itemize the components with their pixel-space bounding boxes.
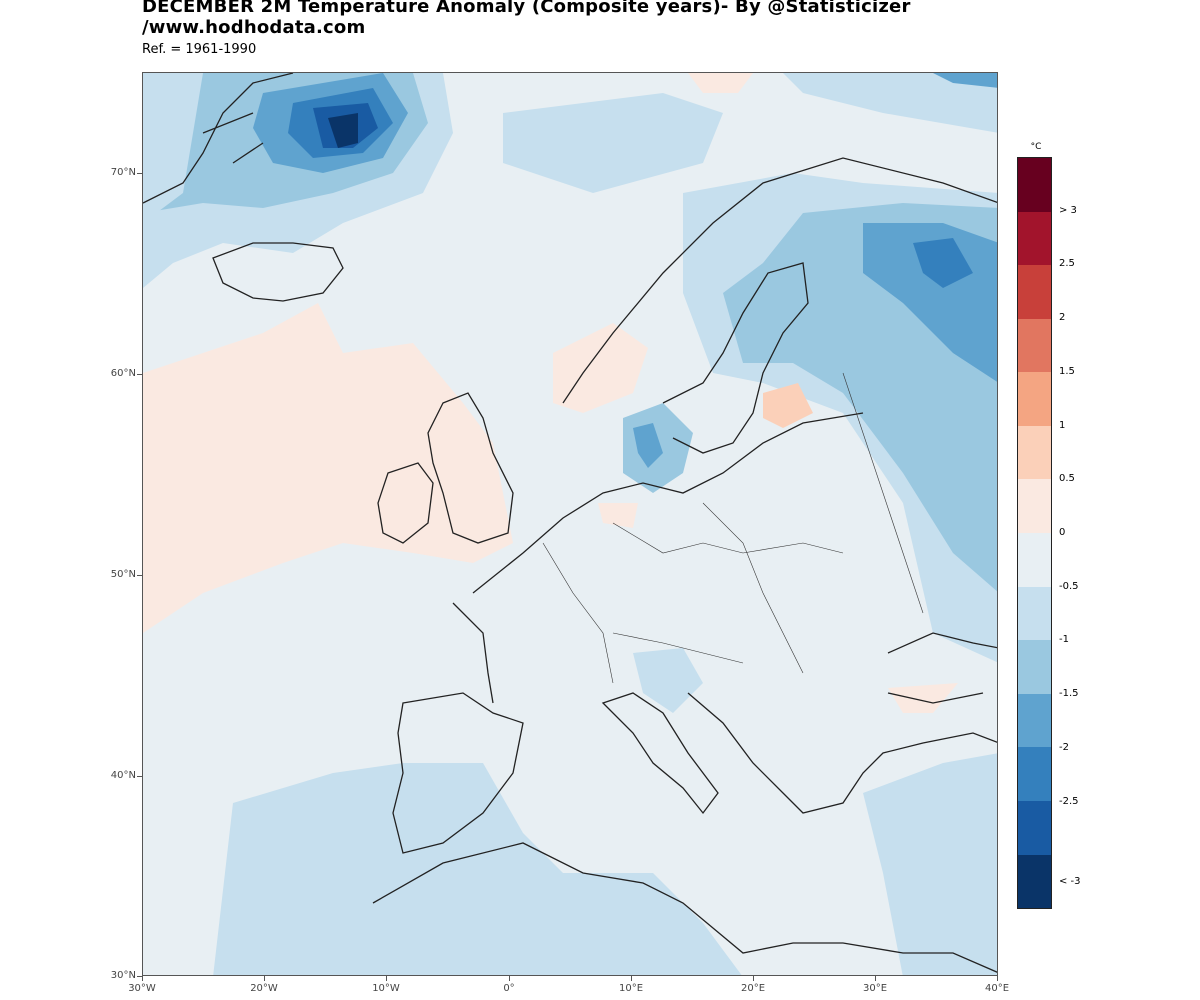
border-central-europe <box>612 522 844 554</box>
legend-label-12: < -3 <box>1059 876 1081 888</box>
atlantic-warm-region <box>143 303 513 633</box>
lat-label-60: 60°N <box>110 368 136 379</box>
lon-tick-10w <box>386 976 387 981</box>
legend-label-4: 1 <box>1059 419 1066 431</box>
legend-label-3: 1.5 <box>1059 365 1075 377</box>
lat-label-30: 30°N <box>110 970 136 981</box>
title-line-2: /www.hodhodata.com <box>142 17 366 38</box>
legend-swatch-5 <box>1018 425 1051 480</box>
arctic-warm-region <box>688 73 753 93</box>
title-line-1: DECEMBER 2M Temperature Anomaly (Composi… <box>142 0 911 17</box>
legend-label-9: -1.5 <box>1059 688 1079 700</box>
black-sea-coast <box>887 632 997 704</box>
turkey-warm-region <box>888 683 958 713</box>
east-med-cold <box>863 753 997 975</box>
lat-tick-70 <box>137 173 142 174</box>
legend-label-8: -1 <box>1059 634 1069 646</box>
greenland-west-cold <box>143 73 203 223</box>
ireland-coast <box>377 462 434 544</box>
legend-swatch-2 <box>1018 265 1051 319</box>
lon-tick-0 <box>509 976 510 981</box>
continent-coast <box>472 412 864 594</box>
color-scale-bar <box>1017 157 1052 909</box>
greenland-cold-core <box>328 113 358 148</box>
lon-label-30e: 30°E <box>862 983 888 994</box>
border-alpine <box>612 632 744 664</box>
lon-label-30w: 30°W <box>128 983 156 994</box>
lat-tick-60 <box>137 374 142 375</box>
kola-cold <box>913 238 973 288</box>
lat-tick-50 <box>137 575 142 576</box>
iberia-cold <box>213 763 742 975</box>
lon-tick-20w <box>264 976 265 981</box>
arctic-north-cold <box>783 73 997 133</box>
greenland-coast <box>143 73 294 204</box>
map-canvas <box>143 73 997 975</box>
border-eastern-europe <box>702 502 804 674</box>
lat-tick-30 <box>137 976 142 977</box>
legend-swatch-7 <box>1018 533 1051 587</box>
legend-swatch-0 <box>1018 158 1051 212</box>
france-coast <box>452 602 494 704</box>
lat-label-40: 40°N <box>110 770 136 781</box>
border-france-germany <box>542 542 614 684</box>
arctic-northeast-cold <box>933 73 997 88</box>
britain-coast <box>427 392 514 544</box>
country-borders <box>542 372 924 684</box>
baltic-warm <box>763 383 813 428</box>
africa-coast <box>372 842 997 973</box>
norway-coast <box>562 157 997 404</box>
legend-label-11: -2.5 <box>1059 795 1079 807</box>
lon-tick-40e <box>997 976 998 981</box>
iberia-coast <box>392 692 524 854</box>
legend-swatch-6 <box>1018 479 1051 534</box>
anomaly-map <box>142 72 998 976</box>
legend-swatch-11 <box>1018 747 1051 801</box>
lon-label-20e: 20°E <box>740 983 766 994</box>
coastlines <box>143 73 997 973</box>
legend-label-10: -2 <box>1059 741 1069 753</box>
barents-cold <box>503 93 723 193</box>
adriatic-cold <box>633 648 703 713</box>
norway-warm-region <box>553 323 648 413</box>
border-russia <box>842 372 924 614</box>
lon-label-40e: 40°E <box>984 983 1010 994</box>
lon-label-20w: 20°W <box>250 983 278 994</box>
legend-label-5: 0.5 <box>1059 473 1075 485</box>
lon-label-10e: 10°E <box>618 983 644 994</box>
denmark-cold-core <box>633 423 663 468</box>
legend-swatch-13 <box>1018 854 1051 909</box>
lon-label-0: 0° <box>503 983 515 994</box>
legend-label-6: 0 <box>1059 527 1066 538</box>
legend-swatch-12 <box>1018 800 1051 855</box>
legend-unit: °C <box>1030 142 1042 152</box>
italy-coast <box>601 692 719 815</box>
netherlands-warm-region <box>598 503 638 528</box>
lon-tick-30w <box>142 976 143 981</box>
legend-swatch-8 <box>1018 586 1051 641</box>
lon-label-10w: 10°W <box>372 983 400 994</box>
lat-tick-40 <box>137 776 142 777</box>
page-title: DECEMBER 2M Temperature Anomaly (Composi… <box>142 0 1142 38</box>
legend-label-7: -0.5 <box>1059 580 1079 592</box>
scandinavia-coast <box>662 262 809 454</box>
iceland-coast <box>212 242 344 302</box>
balkans-coast <box>687 692 997 814</box>
legend-swatch-4 <box>1018 372 1051 426</box>
legend-label-1: 2.5 <box>1059 258 1075 270</box>
lon-tick-30e <box>875 976 876 981</box>
lon-tick-20e <box>753 976 754 981</box>
legend-swatch-10 <box>1018 693 1051 748</box>
reference-period: Ref. = 1961-1990 <box>142 42 257 57</box>
legend-swatch-1 <box>1018 211 1051 266</box>
legend-swatch-3 <box>1018 318 1051 373</box>
legend-swatch-9 <box>1018 640 1051 694</box>
lat-label-70: 70°N <box>110 167 136 178</box>
legend-label-2: 2 <box>1059 312 1066 324</box>
lat-label-50: 50°N <box>110 569 136 580</box>
legend-label-0: > 3 <box>1059 204 1077 216</box>
lon-tick-10e <box>631 976 632 981</box>
